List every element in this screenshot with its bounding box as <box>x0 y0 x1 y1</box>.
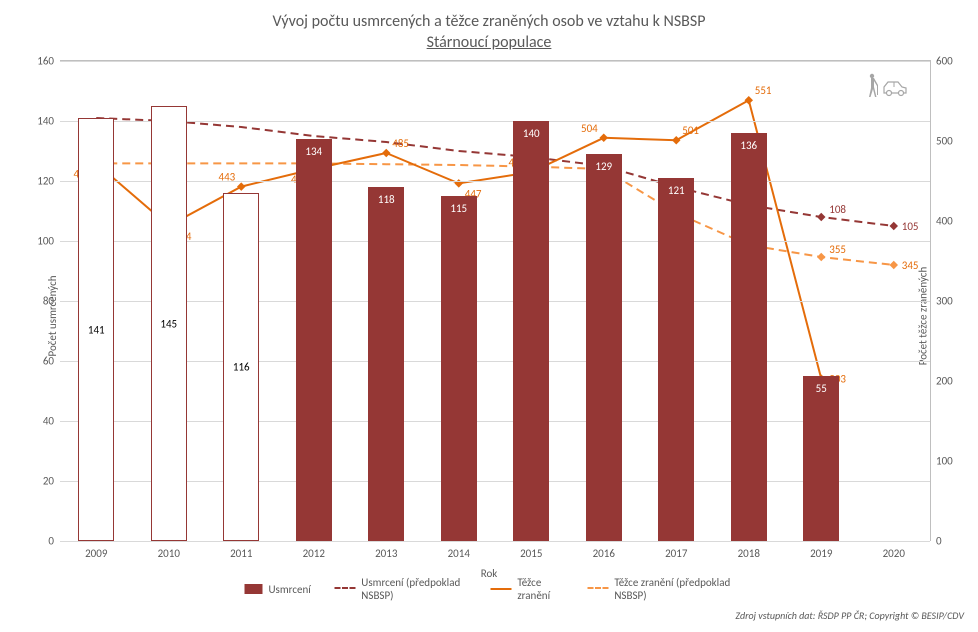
svg-text:551: 551 <box>755 84 772 97</box>
bar: 145 <box>151 106 187 541</box>
y-left-tick-label: 100 <box>37 235 54 248</box>
x-tick-label: 2016 <box>593 547 615 560</box>
x-tick-label: 2012 <box>303 547 325 560</box>
y-right-tick-label: 100 <box>936 455 953 468</box>
bar-value-label: 129 <box>586 160 622 173</box>
svg-text:345: 345 <box>902 259 919 272</box>
legend-swatch-orange <box>491 588 511 591</box>
y-left-tick-label: 40 <box>43 415 54 428</box>
bar-value-label: 116 <box>224 361 258 374</box>
legend-label: Těžce zranění <box>517 576 563 602</box>
gridline <box>60 181 930 182</box>
x-tick-label: 2013 <box>375 547 397 560</box>
legend: Usmrcení Usmrcení (předpoklad NSBSP) Těž… <box>245 576 734 602</box>
bar: 134 <box>296 139 332 541</box>
bar: 115 <box>441 196 477 541</box>
gridline <box>60 541 930 542</box>
y-left-tick-label: 120 <box>37 175 54 188</box>
svg-text:355: 355 <box>829 243 846 256</box>
bar-value-label: 140 <box>513 127 549 140</box>
bar-value-label: 118 <box>368 193 404 206</box>
bar-value-label: 141 <box>79 323 113 336</box>
x-tick-label: 2017 <box>665 547 687 560</box>
legend-item-bar: Usmrcení <box>245 583 311 596</box>
bar-value-label: 145 <box>152 317 186 330</box>
chart-container: Vývoj počtu usmrcených a těžce zraněných… <box>0 0 978 632</box>
legend-label: Usmrcení (předpoklad NSBSP) <box>361 576 467 602</box>
bar-value-label: 134 <box>296 145 332 158</box>
bar: 136 <box>731 133 767 541</box>
source-text: Zdroj vstupních dat: ŘSDP PP ČR; Copyrig… <box>735 609 964 622</box>
y-right-tick-label: 0 <box>936 535 942 548</box>
y-left-tick-label: 140 <box>37 115 54 128</box>
svg-text:504: 504 <box>581 122 598 135</box>
plot-area: 1081053553454723944434654854474615045015… <box>60 60 931 541</box>
gridline <box>60 121 930 122</box>
bar: 121 <box>658 178 694 541</box>
legend-swatch-bar <box>245 584 263 594</box>
title-line-2: Stárnoucí populace <box>427 33 552 52</box>
legend-item-orange: Těžce zranění <box>491 576 564 602</box>
x-tick-label: 2019 <box>810 547 832 560</box>
legend-label: Těžce zranění (předpoklad NSBSP) <box>614 576 733 602</box>
title-line-1: Vývoj počtu usmrcených a těžce zraněných… <box>273 12 706 31</box>
bar-value-label: 121 <box>658 184 694 197</box>
svg-text:501: 501 <box>682 124 699 137</box>
bar-value-label: 136 <box>731 139 767 152</box>
y-right-tick-label: 400 <box>936 215 953 228</box>
x-tick-label: 2011 <box>230 547 252 560</box>
x-tick-label: 2009 <box>85 547 107 560</box>
x-tick-label: 2014 <box>448 547 470 560</box>
svg-text:108: 108 <box>829 203 846 216</box>
svg-text:485: 485 <box>392 137 409 150</box>
bar: 129 <box>586 154 622 541</box>
y-right-tick-label: 200 <box>936 375 953 388</box>
legend-swatch-red-dash <box>335 587 356 591</box>
svg-text:105: 105 <box>902 220 919 233</box>
y-right-tick-label: 300 <box>936 295 953 308</box>
x-tick-label: 2018 <box>738 547 760 560</box>
bar-value-label: 55 <box>803 382 839 395</box>
x-tick-label: 2020 <box>883 547 905 560</box>
gridline <box>60 61 930 62</box>
elderly-car-icon <box>866 73 908 106</box>
x-tick-label: 2010 <box>158 547 180 560</box>
y-left-tick-label: 80 <box>43 295 54 308</box>
bar: 140 <box>513 121 549 541</box>
gridline <box>60 481 930 482</box>
x-tick-label: 2015 <box>520 547 542 560</box>
bar: 118 <box>368 187 404 541</box>
legend-swatch-orange-dash <box>588 587 609 591</box>
legend-item-orange-dash: Těžce zranění (předpoklad NSBSP) <box>588 576 734 602</box>
y-left-axis-title: Počet usmrcených <box>46 275 59 356</box>
y-left-tick-label: 0 <box>48 535 54 548</box>
y-left-tick-label: 160 <box>37 55 54 68</box>
legend-label: Usmrcení <box>269 583 311 596</box>
y-right-tick-label: 500 <box>936 135 953 148</box>
legend-item-red-dash: Usmrcení (předpoklad NSBSP) <box>335 576 467 602</box>
gridline <box>60 241 930 242</box>
bar-value-label: 115 <box>441 202 477 215</box>
gridline <box>60 361 930 362</box>
y-left-tick-label: 60 <box>43 355 54 368</box>
y-left-tick-label: 20 <box>43 475 54 488</box>
chart-title: Vývoj počtu usmrcených a těžce zraněných… <box>0 0 978 54</box>
bar: 116 <box>223 193 259 541</box>
bar: 141 <box>78 118 114 541</box>
gridline <box>60 301 930 302</box>
y-right-tick-label: 600 <box>936 55 953 68</box>
gridline <box>60 421 930 422</box>
bar: 55 <box>803 376 839 541</box>
